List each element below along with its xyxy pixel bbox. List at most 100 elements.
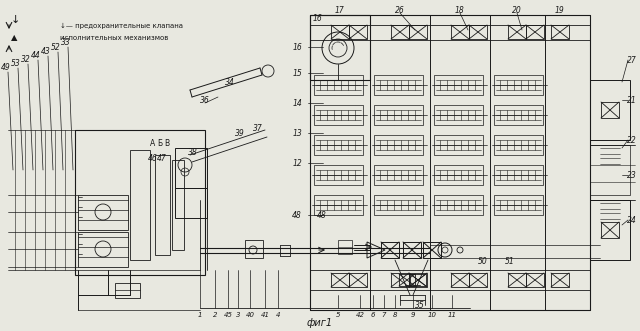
Text: 42: 42 [355,312,365,318]
Bar [349,25,367,39]
Bar [590,80,630,140]
Text: 46: 46 [148,154,158,163]
Text: 2: 2 [212,312,217,318]
Text: 48: 48 [317,211,327,219]
Text: 3: 3 [236,312,240,318]
Bar [551,25,569,39]
Bar [374,165,423,185]
Bar [410,274,426,286]
Bar [434,135,483,155]
Text: 14: 14 [292,99,302,108]
Text: 26: 26 [395,6,405,15]
Text: 4: 4 [276,312,280,318]
Bar [338,240,352,254]
Text: 48: 48 [292,211,302,219]
Bar [423,242,441,258]
Bar [331,273,349,287]
Bar [508,273,526,287]
Text: В: В [164,138,170,148]
Text: 20: 20 [512,6,522,15]
Text: 6: 6 [371,312,375,318]
Bar [494,105,543,125]
Bar [403,242,421,258]
Bar [245,240,263,258]
Text: 38: 38 [188,148,198,157]
Text: 32: 32 [21,55,31,64]
Text: 22: 22 [627,135,637,145]
Text: 37: 37 [253,123,263,132]
Bar [130,150,150,260]
Text: 44: 44 [31,51,41,60]
Text: 49: 49 [1,63,11,71]
Text: 41: 41 [260,312,269,318]
Bar [374,75,423,95]
Bar [314,135,363,155]
Bar [434,165,483,185]
Text: 27: 27 [627,56,637,65]
Bar [551,273,569,287]
Bar [590,200,630,260]
Text: 51: 51 [505,258,515,266]
Text: 1: 1 [198,312,202,318]
Bar [391,273,409,287]
Bar [434,195,483,215]
Bar [349,273,367,287]
Bar [381,242,399,258]
Text: 52: 52 [51,42,61,52]
Text: 35: 35 [415,301,425,309]
Text: 21: 21 [627,96,637,105]
Text: 43: 43 [41,46,51,56]
Bar [494,165,543,185]
Bar [409,25,427,39]
Text: 16: 16 [292,42,302,52]
Bar [314,195,363,215]
Bar [469,273,487,287]
Bar [78,232,128,267]
Text: 12: 12 [292,159,302,167]
Text: 16: 16 [313,14,323,23]
Text: 24: 24 [627,215,637,224]
Text: 15: 15 [292,69,302,77]
Bar [451,273,469,287]
Bar [494,135,543,155]
Bar [451,25,469,39]
Text: ▲: ▲ [11,33,17,42]
Bar [409,273,427,287]
Bar [314,165,363,185]
Text: Б: Б [157,138,163,148]
Text: ↓— предохранительные клапана: ↓— предохранительные клапана [60,23,183,29]
Text: 10: 10 [428,312,436,318]
Text: 5: 5 [336,312,340,318]
Text: 40: 40 [246,312,255,318]
Text: 33: 33 [61,37,71,46]
Text: 18: 18 [455,6,465,15]
Bar [374,135,423,155]
Text: 8: 8 [393,312,397,318]
Text: 9: 9 [411,312,415,318]
Bar [590,145,630,195]
Bar [314,75,363,95]
Bar [75,130,205,275]
Bar [526,25,544,39]
Bar [601,102,619,118]
Bar [314,105,363,125]
Text: исполнительных механизмов: исполнительных механизмов [60,35,168,41]
Bar [115,283,140,298]
Text: 45: 45 [223,312,232,318]
Bar [526,273,544,287]
Bar [434,75,483,95]
Text: 50: 50 [478,258,488,266]
Bar [469,25,487,39]
Bar [175,188,207,218]
Bar [310,15,370,80]
Bar [78,195,128,230]
Bar [374,195,423,215]
Text: ↓: ↓ [11,15,20,25]
Text: 11: 11 [447,312,456,318]
Bar [374,105,423,125]
Text: 7: 7 [381,312,387,318]
Text: А: А [150,138,156,148]
Bar [434,105,483,125]
Bar [399,274,415,286]
Bar [172,160,184,250]
